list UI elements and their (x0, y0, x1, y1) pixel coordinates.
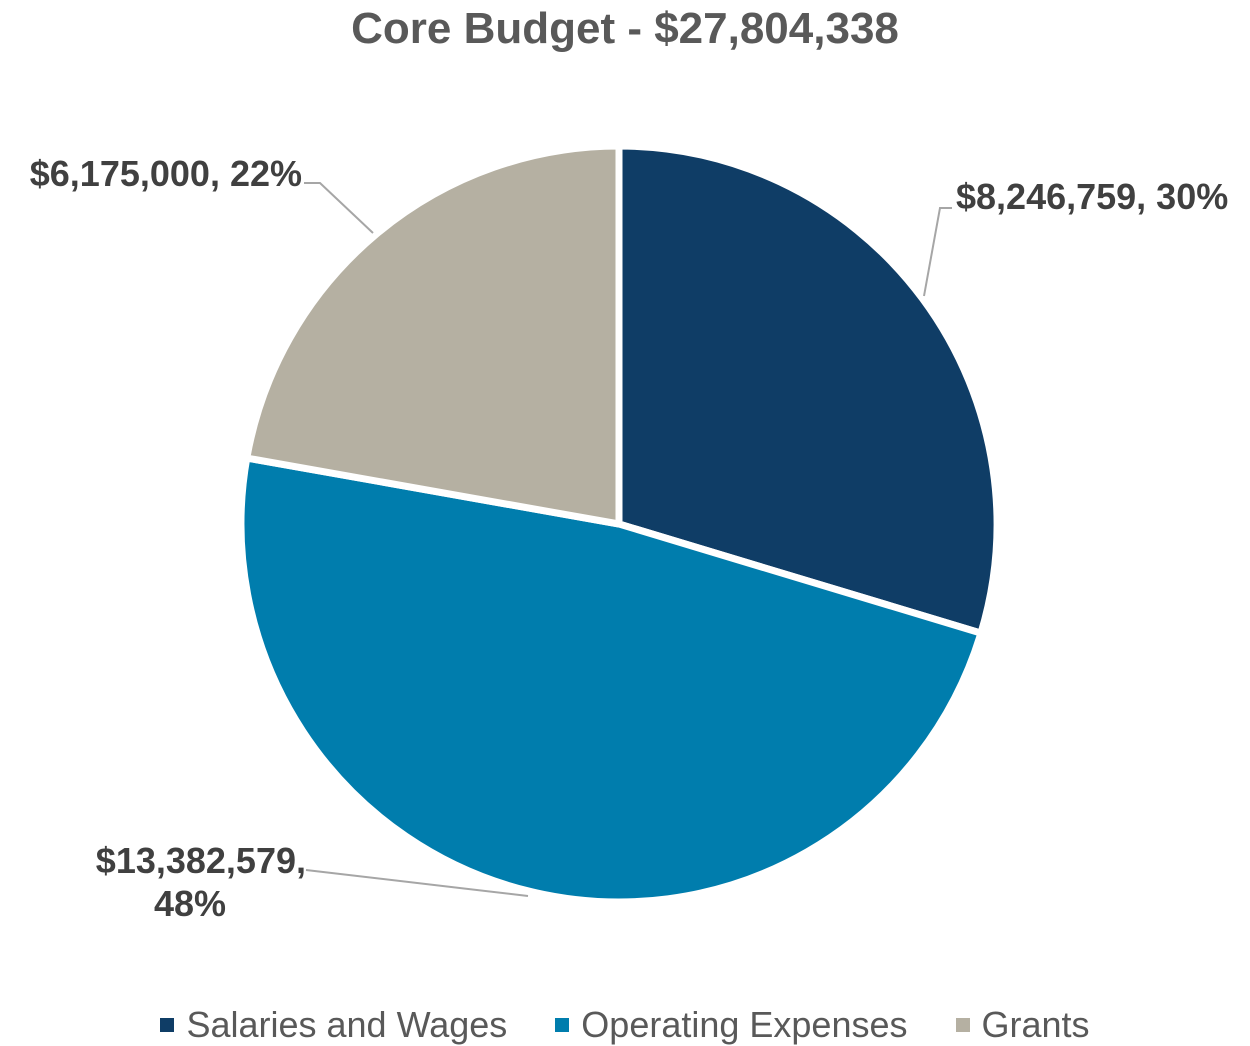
legend-label-grants: Grants (981, 1004, 1090, 1045)
legend-label-salaries: Salaries and Wages (186, 1004, 508, 1045)
pie-slice-grants (243, 142, 623, 528)
leader-line-grants (304, 182, 374, 234)
legend-item-grants: Grants (955, 1004, 1090, 1046)
data-label-operating-percent: 48% (154, 883, 226, 924)
legend-swatch-salaries (160, 1018, 175, 1032)
pie-slice-salaries (615, 142, 1001, 637)
legend-item-salaries: Salaries and Wages (160, 1004, 507, 1046)
data-label-grants: $6,175,000, 22% (30, 153, 302, 194)
data-label-salaries: $8,246,759, 30% (956, 176, 1228, 217)
legend-item-operating: Operating Expenses (555, 1004, 908, 1046)
legend-swatch-operating (555, 1018, 570, 1032)
data-label-operating: $13,382,579, (96, 840, 306, 881)
pie-slice-operating (237, 454, 985, 906)
legend: Salaries and Wages Operating Expenses Gr… (0, 1004, 1250, 1046)
leader-line-operating (305, 869, 529, 897)
leader-line-salaries (923, 207, 952, 297)
legend-label-operating: Operating Expenses (581, 1004, 908, 1045)
chart-title: Core Budget - $27,804,338 (351, 4, 899, 53)
legend-swatch-grants (955, 1018, 970, 1032)
